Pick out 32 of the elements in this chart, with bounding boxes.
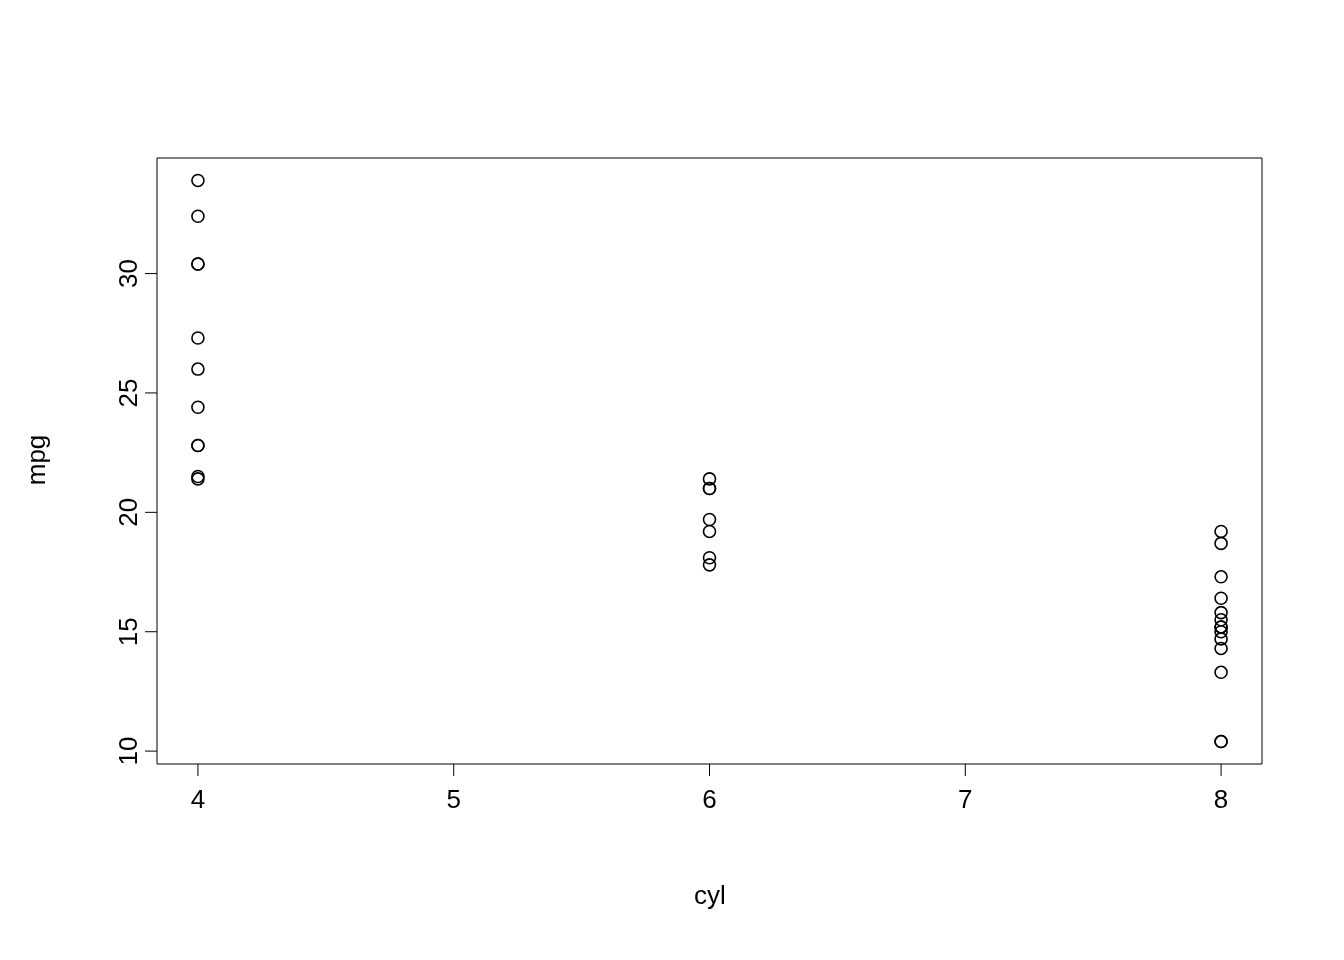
point bbox=[702, 472, 717, 486]
y-tick-label: 30 bbox=[113, 259, 143, 289]
x-tick-label: 4 bbox=[190, 784, 206, 814]
point bbox=[191, 173, 205, 188]
point bbox=[1214, 536, 1228, 551]
y-tick-label: 25 bbox=[113, 378, 143, 408]
point bbox=[1214, 612, 1228, 627]
point bbox=[1214, 632, 1228, 646]
y-axis-title: mpg bbox=[21, 434, 51, 486]
point bbox=[191, 331, 205, 345]
point bbox=[1214, 591, 1228, 606]
x-tick-label: 6 bbox=[702, 784, 717, 814]
y-tick-label: 10 bbox=[113, 736, 143, 766]
point bbox=[191, 209, 205, 224]
x-tick-label: 7 bbox=[958, 784, 973, 814]
point bbox=[1214, 605, 1228, 620]
point bbox=[1214, 665, 1228, 680]
y-tick-label: 20 bbox=[113, 497, 143, 527]
point bbox=[1214, 524, 1228, 539]
x-axis-title: cyl bbox=[693, 880, 727, 910]
point bbox=[702, 550, 717, 565]
x-tick-label: 5 bbox=[446, 784, 461, 814]
y-tick-label: 15 bbox=[113, 617, 143, 647]
point bbox=[702, 512, 717, 527]
point bbox=[702, 558, 717, 572]
point bbox=[191, 400, 205, 415]
point bbox=[1214, 570, 1228, 584]
point bbox=[702, 524, 717, 539]
point bbox=[191, 362, 205, 376]
point bbox=[1214, 641, 1228, 656]
x-tick-label: 8 bbox=[1213, 784, 1229, 814]
point bbox=[1214, 624, 1228, 639]
